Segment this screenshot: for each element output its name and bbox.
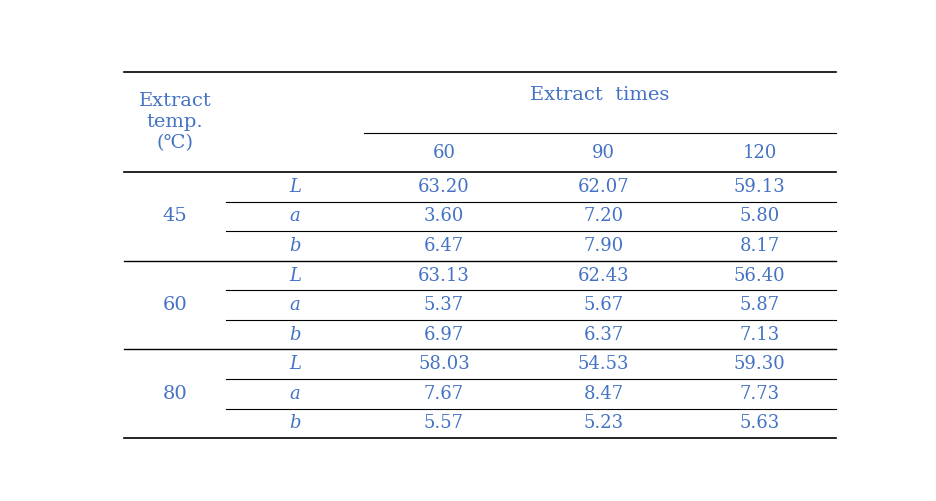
Text: 59.30: 59.30 — [733, 355, 784, 373]
Text: 5.80: 5.80 — [739, 207, 779, 225]
Text: 5.67: 5.67 — [583, 296, 623, 314]
Text: 7.90: 7.90 — [583, 237, 623, 255]
Text: b: b — [289, 237, 300, 255]
Text: Extract  times: Extract times — [530, 86, 669, 104]
Text: 54.53: 54.53 — [578, 355, 629, 373]
Text: 6.47: 6.47 — [423, 237, 463, 255]
Text: a: a — [289, 207, 300, 225]
Text: 63.13: 63.13 — [417, 267, 469, 285]
Text: 7.73: 7.73 — [739, 385, 779, 403]
Text: L: L — [288, 178, 300, 196]
Text: 60: 60 — [163, 296, 187, 314]
Text: 80: 80 — [163, 385, 187, 403]
Text: 7.67: 7.67 — [423, 385, 463, 403]
Text: L: L — [288, 355, 300, 373]
Text: 6.37: 6.37 — [583, 326, 623, 344]
Text: 3.60: 3.60 — [423, 207, 463, 225]
Text: L: L — [288, 267, 300, 285]
Text: 56.40: 56.40 — [733, 267, 784, 285]
Text: 59.13: 59.13 — [733, 178, 784, 196]
Text: 5.63: 5.63 — [739, 414, 779, 432]
Text: a: a — [289, 385, 300, 403]
Text: 62.07: 62.07 — [578, 178, 629, 196]
Text: a: a — [289, 296, 300, 314]
Text: 60: 60 — [431, 144, 455, 162]
Text: 8.47: 8.47 — [583, 385, 623, 403]
Text: 5.23: 5.23 — [583, 414, 623, 432]
Text: 5.87: 5.87 — [739, 296, 779, 314]
Text: 58.03: 58.03 — [417, 355, 469, 373]
Text: 8.17: 8.17 — [739, 237, 779, 255]
Text: 62.43: 62.43 — [578, 267, 629, 285]
Text: 5.57: 5.57 — [423, 414, 463, 432]
Text: 5.37: 5.37 — [423, 296, 463, 314]
Text: 6.97: 6.97 — [423, 326, 463, 344]
Text: 90: 90 — [592, 144, 615, 162]
Text: Extract
temp.
(℃): Extract temp. (℃) — [139, 92, 212, 152]
Text: b: b — [289, 414, 300, 432]
Text: 7.20: 7.20 — [583, 207, 623, 225]
Text: b: b — [289, 326, 300, 344]
Text: 120: 120 — [742, 144, 776, 162]
Text: 45: 45 — [163, 207, 187, 225]
Text: 7.13: 7.13 — [739, 326, 779, 344]
Text: 63.20: 63.20 — [417, 178, 469, 196]
